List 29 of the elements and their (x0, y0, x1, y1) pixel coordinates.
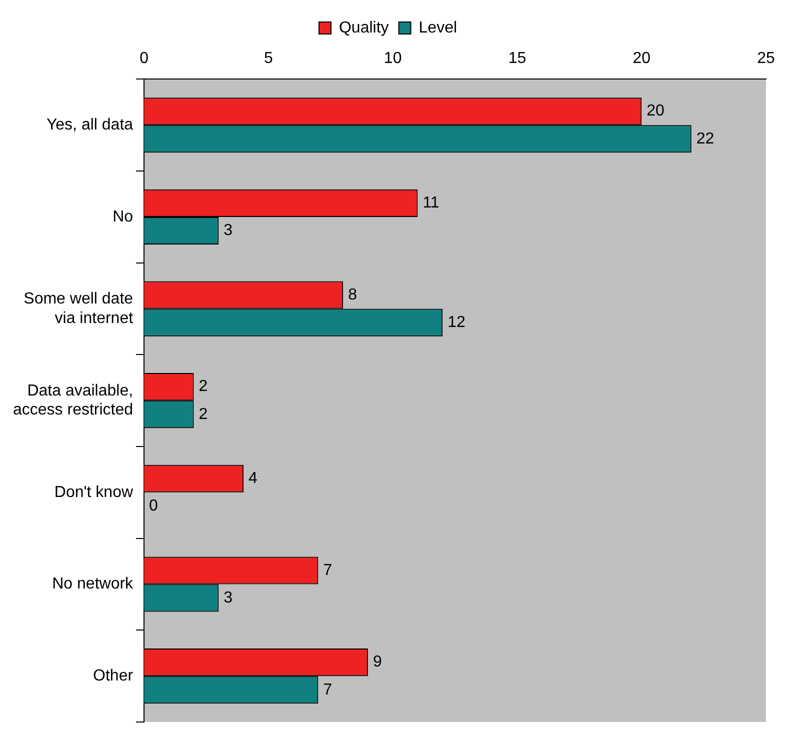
data-label: 0 (149, 498, 158, 515)
y-tick-label: No (112, 208, 134, 226)
y-tick-label: Yes, all data (46, 116, 134, 134)
data-label: 3 (224, 589, 233, 606)
y-tick-label: Data available, access restricted (12, 382, 134, 419)
y-tick-label: Some well date via internet (24, 290, 134, 327)
y-tick-label: Don't know (54, 484, 134, 501)
x-tick-label: 20 (632, 50, 651, 68)
legend-label: Quality (338, 19, 389, 36)
x-tick-label: 0 (140, 50, 149, 68)
x-tick-label: 25 (757, 50, 775, 68)
data-label: 22 (696, 130, 714, 148)
data-label: 3 (224, 222, 233, 240)
data-label: 2 (198, 378, 208, 396)
legend-label: Level (418, 19, 458, 36)
data-label: 12 (448, 314, 466, 331)
data-label: 20 (646, 102, 665, 120)
x-tick-label: 5 (264, 50, 273, 68)
data-label: 2 (198, 406, 208, 423)
data-label: 7 (323, 681, 332, 698)
y-tick-label: No network (52, 576, 134, 593)
data-label: 8 (348, 286, 358, 304)
y-tick-label: Other (93, 667, 134, 684)
data-label: 9 (372, 654, 382, 671)
data-label: 4 (248, 470, 258, 488)
data-label: 11 (422, 194, 440, 212)
data-label: 7 (323, 562, 332, 579)
x-tick-label: 15 (508, 50, 526, 68)
x-tick-label: 10 (384, 50, 402, 68)
